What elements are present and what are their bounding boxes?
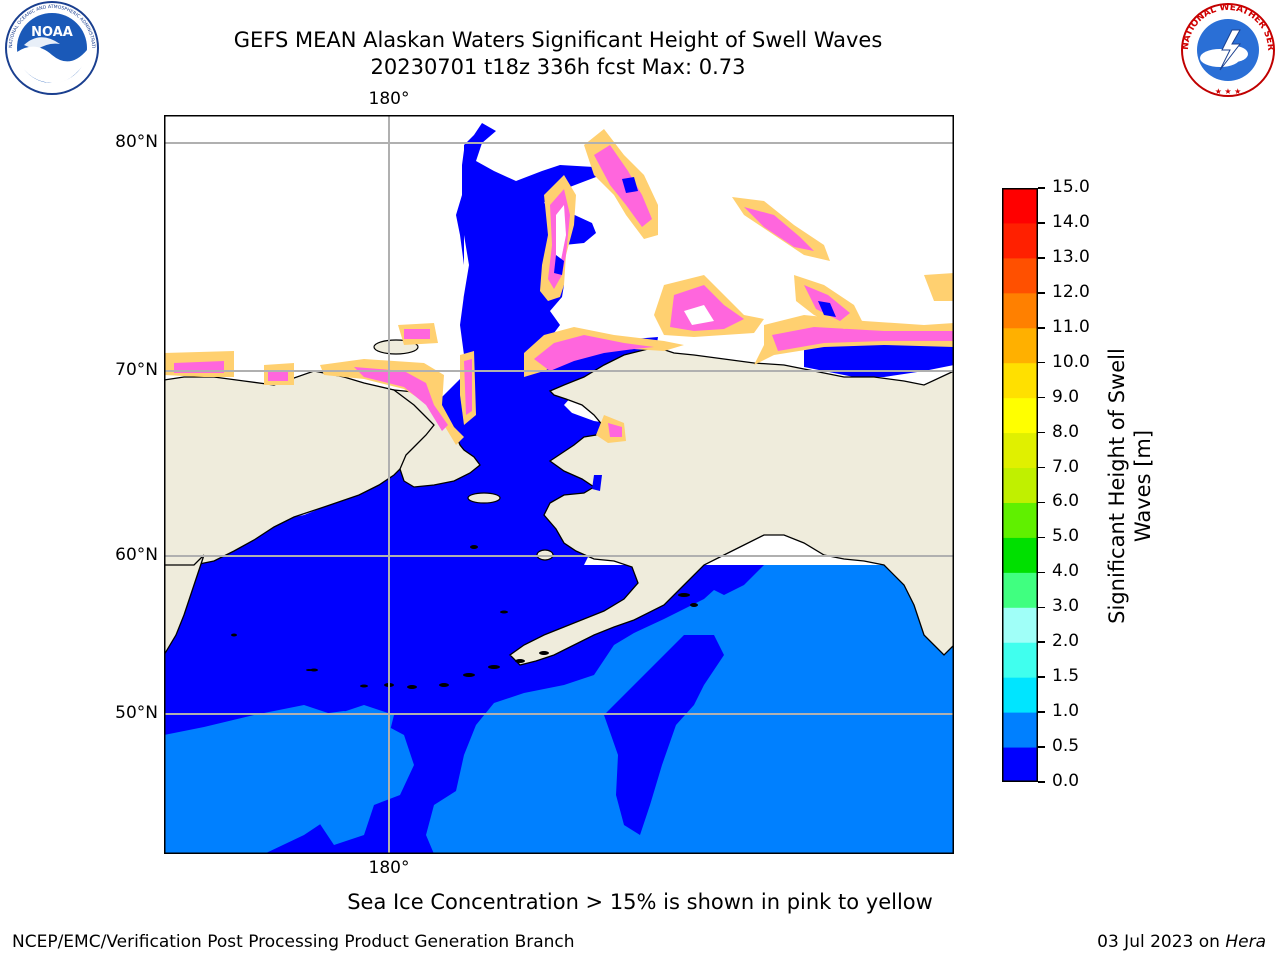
footer-date: 03 Jul 2023 on Hera [1097, 932, 1266, 952]
colorbar-tick-mark [1038, 641, 1045, 643]
noaa-logo: NOAA NATIONAL OCEANIC AND ATMOSPHERIC AD… [0, 0, 99, 95]
colorbar-tick-label: 10.0 [1052, 351, 1090, 372]
colorbar-tick-mark [1038, 396, 1045, 399]
sea-ice-note: Sea Ice Concentration > 15% is shown in … [347, 890, 933, 914]
colorbar-swatch [1002, 502, 1038, 538]
chukchi-water [456, 150, 464, 375]
colorbar-tick-label: 6.0 [1052, 491, 1080, 512]
map-panel [164, 115, 954, 854]
colorbar-swatch [1002, 188, 1038, 224]
colorbar-swatch [1002, 257, 1038, 294]
colorbar-swatch [1002, 712, 1038, 748]
colorbar-title: Significant Height of Swell Waves [m] [1105, 348, 1155, 624]
star-icon: ★ ★ ★ [1215, 87, 1242, 96]
colorbar-swatch [1002, 607, 1038, 643]
colorbar-tick-mark [1038, 536, 1045, 539]
colorbar-tick-label: 15.0 [1052, 177, 1090, 197]
lat-label-70: 70°N [115, 360, 158, 380]
chart-subtitle: 20230701 t18z 336h fcst Max: 0.73 [370, 55, 746, 79]
swell-patch-west [164, 747, 204, 815]
colorbar-swatch [1002, 397, 1038, 434]
colorbar-tick-mark [1038, 327, 1045, 329]
swell-gulf-of-alaska [426, 565, 954, 854]
colorbar-swatch [1002, 292, 1038, 329]
st-lawrence-island [467, 492, 501, 504]
colorbar-tick-mark [1038, 292, 1045, 294]
lat-label-80: 80°N [115, 132, 158, 152]
colorbar-swatch [1002, 677, 1038, 713]
footer-credit: NCEP/EMC/Verification Post Processing Pr… [12, 932, 575, 952]
colorbar-tick-mark [1038, 676, 1045, 678]
colorbar-tick-mark [1038, 501, 1045, 504]
colorbar-tick-mark [1038, 711, 1045, 713]
colorbar-swatch [1002, 572, 1038, 608]
bering-water [194, 123, 644, 565]
sea-ice-field [164, 129, 954, 491]
colorbar-tick-label: 2.0 [1052, 631, 1080, 652]
map-border [164, 115, 954, 854]
graticule [164, 115, 954, 854]
colorbar-tick-mark [1038, 606, 1045, 609]
colorbar-tick-label: 0.0 [1052, 771, 1080, 791]
colorbar-swatch [1002, 222, 1038, 259]
colorbar-tick-label: 9.0 [1052, 386, 1080, 407]
lon-label-top: 180° [368, 89, 410, 109]
colorbar-tick-mark [1038, 571, 1045, 574]
colorbar-tick-label: 8.0 [1052, 421, 1080, 442]
lat-label-60: 60°N [115, 545, 158, 565]
svg-text:NOAA: NOAA [31, 25, 73, 40]
colorbar-tick-label: 12.0 [1052, 281, 1090, 302]
colorbar-tick-label: 4.0 [1052, 561, 1080, 582]
colorbar-swatch [1002, 747, 1038, 782]
colorbar-swatch [1002, 642, 1038, 678]
dark-blue-east-strip [704, 565, 764, 595]
kamchatka-land [164, 554, 205, 657]
colorbar-tick-mark [1038, 257, 1045, 259]
colorbar-tick-label: 14.0 [1052, 211, 1090, 232]
colorbar-tick-mark [1038, 781, 1045, 783]
colorbar-tick-mark [1038, 361, 1045, 364]
colorbar-tick-mark [1038, 466, 1045, 469]
colorbar-tick-label: 13.0 [1052, 246, 1090, 267]
lon-label-bottom: 180° [368, 858, 410, 878]
colorbar-tick-mark [1038, 222, 1045, 224]
dark-blue-tongue [604, 635, 724, 835]
colorbar-swatch [1002, 432, 1038, 469]
lat-label-50: 50°N [115, 703, 158, 723]
chart-title: GEFS MEAN Alaskan Waters Significant Hei… [233, 28, 883, 52]
colorbar-tick-label: 11.0 [1052, 316, 1090, 337]
colorbar-tick-label: 0.5 [1052, 736, 1080, 757]
colorbar [1002, 188, 1038, 782]
aleutian-islands [231, 545, 698, 689]
colorbar-swatch [1002, 327, 1038, 364]
colorbar-tick-label: 3.0 [1052, 596, 1080, 617]
colorbar-swatch [1002, 467, 1038, 503]
colorbar-tick-mark [1038, 187, 1045, 189]
colorbar-tick-label: 5.0 [1052, 526, 1080, 547]
nws-logo: NATIONAL WEATHER SERVICE ★ ★ ★ [1176, 0, 1275, 97]
colorbar-swatch [1002, 362, 1038, 399]
colorbar-swatch [1002, 537, 1038, 573]
colorbar-tick-mark [1038, 746, 1045, 748]
colorbar-tick-label: 1.5 [1052, 666, 1080, 687]
arctic-water-east [804, 339, 954, 377]
colorbar-tick-mark [1038, 431, 1045, 434]
colorbar-tick-label: 1.0 [1052, 701, 1080, 722]
colorbar-tick-label: 7.0 [1052, 456, 1080, 477]
